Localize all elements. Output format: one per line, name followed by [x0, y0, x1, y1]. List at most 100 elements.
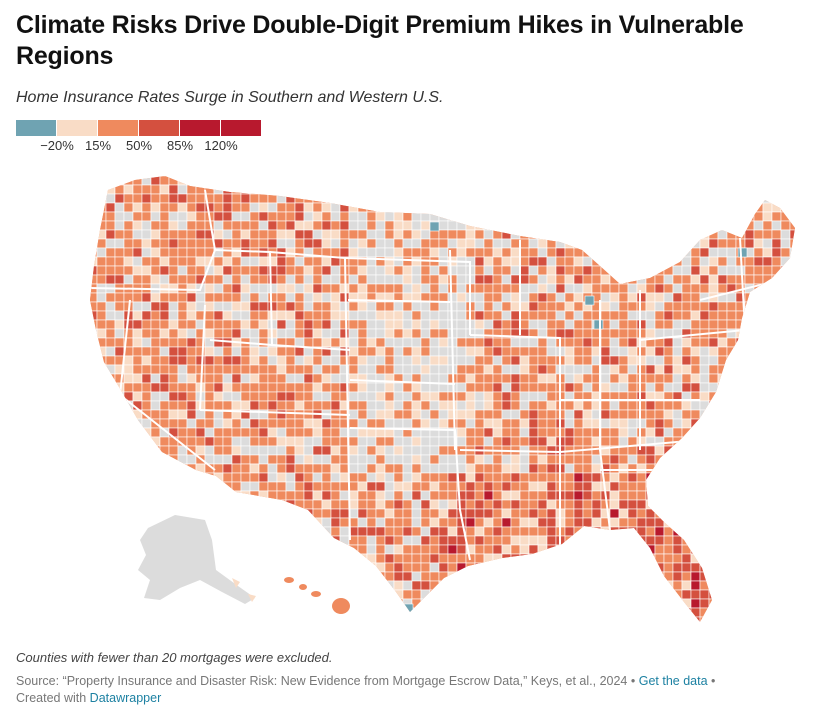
get-the-data-link[interactable]: Get the data [638, 674, 708, 688]
county-cell [348, 427, 359, 438]
county-cell [123, 247, 134, 258]
county-cell [555, 607, 566, 618]
county-cell [645, 229, 656, 240]
county-cell [555, 598, 566, 609]
county-cell [231, 229, 242, 240]
county-cell [411, 193, 422, 204]
county-cell [384, 499, 395, 510]
county-cell [519, 517, 530, 528]
county-cell [519, 301, 530, 312]
county-cell [744, 211, 755, 222]
county-cell [330, 211, 341, 222]
county-cell [735, 517, 746, 528]
county-cell [528, 193, 539, 204]
county-cell [708, 445, 719, 456]
county-cell [366, 238, 377, 249]
county-cell [123, 220, 134, 231]
county-cell [429, 409, 440, 420]
county-cell [663, 553, 674, 564]
county-cell [330, 490, 341, 501]
county-cell [294, 445, 305, 456]
county-cell [546, 580, 557, 591]
county-cell [348, 607, 359, 618]
county-cell [762, 373, 773, 384]
county-cell [303, 301, 314, 312]
county-cell [456, 373, 467, 384]
county-cell [132, 490, 143, 501]
county-cell [510, 607, 521, 618]
datawrapper-link[interactable]: Datawrapper [89, 691, 162, 705]
county-cell [636, 184, 647, 195]
county-cell [708, 490, 719, 501]
county-cell [600, 229, 611, 240]
county-cell [168, 382, 179, 393]
county-cell [600, 184, 611, 195]
county-cell [168, 391, 179, 402]
county-cell [222, 544, 233, 555]
county-cell [708, 337, 719, 348]
county-cell [537, 562, 548, 573]
county-cell [663, 427, 674, 438]
county-cell [699, 427, 710, 438]
county-cell [393, 193, 404, 204]
county-cell [429, 526, 440, 537]
county-cell [537, 427, 548, 438]
county-cell [681, 247, 692, 258]
county-cell [501, 508, 512, 519]
county-cell [726, 184, 737, 195]
county-cell [285, 490, 296, 501]
county-cell [114, 589, 125, 600]
county-cell [573, 616, 584, 622]
county-cell [357, 238, 368, 249]
county-cell [303, 472, 314, 483]
county-cell [114, 472, 125, 483]
county-cell [393, 463, 404, 474]
county-cell [654, 355, 665, 366]
county-cell [105, 445, 116, 456]
county-cell [663, 211, 674, 222]
county-cell [267, 445, 278, 456]
county-cell [762, 571, 773, 582]
county-cell [267, 454, 278, 465]
county-cell [348, 391, 359, 402]
county-cell [645, 184, 656, 195]
county-cell [285, 391, 296, 402]
county-cell [429, 589, 440, 600]
county-cell [123, 499, 134, 510]
county-cell [96, 184, 107, 195]
county-cell [204, 490, 215, 501]
county-cell [564, 373, 575, 384]
county-cell [753, 184, 764, 195]
county-cell [123, 508, 134, 519]
county-cell [546, 247, 557, 258]
county-cell [141, 274, 152, 285]
county-cell [123, 580, 134, 591]
county-cell [294, 454, 305, 465]
county-cell [240, 319, 251, 330]
county-cell [465, 391, 476, 402]
county-cell [609, 283, 620, 294]
county-cell [654, 490, 665, 501]
county-cell [159, 193, 170, 204]
county-cell [141, 616, 152, 622]
county-cell [168, 409, 179, 420]
county-cell [663, 220, 674, 231]
county-cell [159, 382, 170, 393]
county-cell [402, 283, 413, 294]
county-cell [420, 193, 431, 204]
county-cell [537, 229, 548, 240]
county-cell [375, 319, 386, 330]
county-cell [429, 301, 440, 312]
county-cell [267, 436, 278, 447]
county-cell [636, 418, 647, 429]
county-cell [294, 535, 305, 546]
county-cell [258, 535, 269, 546]
county-cell [555, 184, 566, 195]
county-cell [681, 220, 692, 231]
county-cell [159, 319, 170, 330]
county-cell [762, 517, 773, 528]
county-cell [150, 292, 161, 303]
legend-swatch-6 [221, 120, 261, 136]
county-cell [222, 184, 233, 195]
county-cell [393, 472, 404, 483]
